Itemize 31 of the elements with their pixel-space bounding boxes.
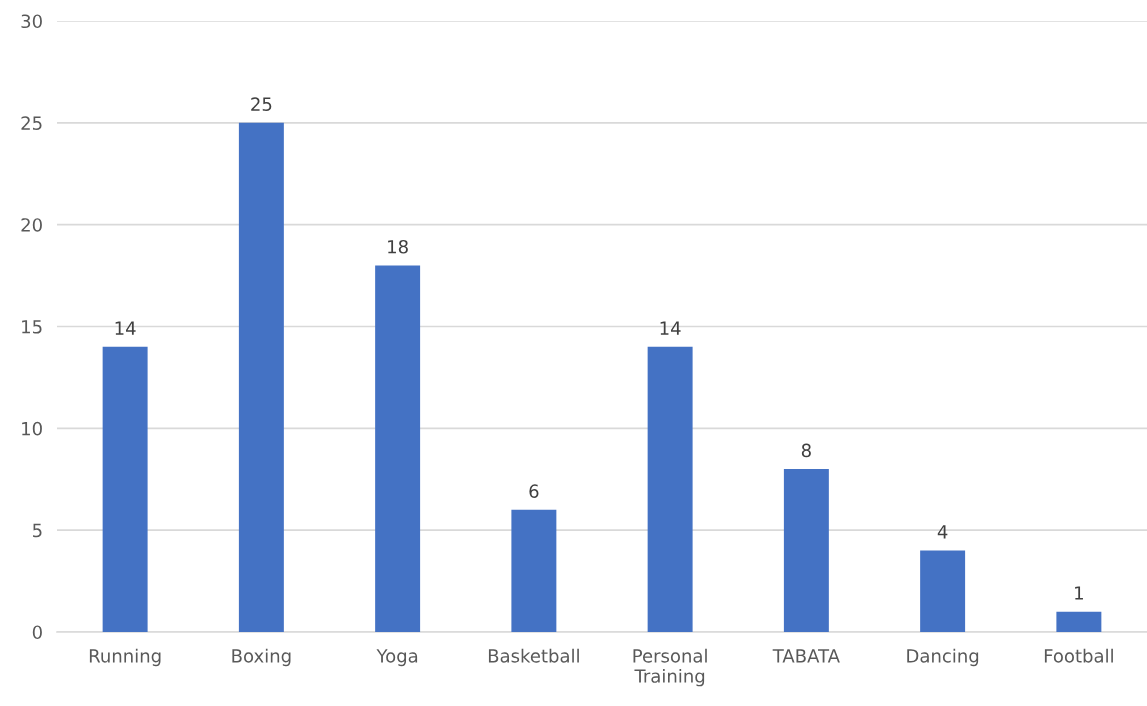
x-tick-label: Football	[1044, 648, 1113, 663]
data-label: 25	[251, 97, 272, 111]
bar	[511, 509, 557, 632]
x-tick-label: Yoga	[376, 649, 418, 667]
data-label: 6	[529, 484, 539, 498]
y-tick-label: 10	[22, 421, 42, 436]
x-tick-label: Personal Training	[633, 648, 707, 687]
bar	[783, 469, 829, 632]
bar	[647, 346, 693, 632]
data-label: 4	[937, 525, 948, 539]
data-label: 14	[660, 321, 681, 335]
x-tick-label: Running	[89, 648, 161, 667]
x-tick-label: Boxing	[232, 648, 291, 667]
bar	[1056, 611, 1102, 632]
y-tick-label: 25	[21, 116, 42, 130]
y-tick-label: 30	[21, 14, 42, 29]
bar	[920, 550, 966, 632]
y-tick-label: 15	[22, 320, 42, 334]
y-tick-label: 5	[33, 523, 42, 538]
bar	[102, 346, 148, 632]
y-tick-label: 0	[32, 625, 42, 640]
data-label: 8	[801, 443, 811, 458]
data-label: 18	[388, 239, 408, 254]
x-tick-label: Basketball	[488, 648, 579, 663]
data-label: 14	[115, 321, 136, 335]
x-tick-label: TABATA	[772, 649, 840, 663]
data-label: 1	[1075, 586, 1083, 600]
y-tick-label: 20	[21, 218, 42, 232]
x-tick-label: Dancing	[907, 648, 979, 667]
bar	[375, 265, 421, 632]
bar	[238, 122, 284, 632]
